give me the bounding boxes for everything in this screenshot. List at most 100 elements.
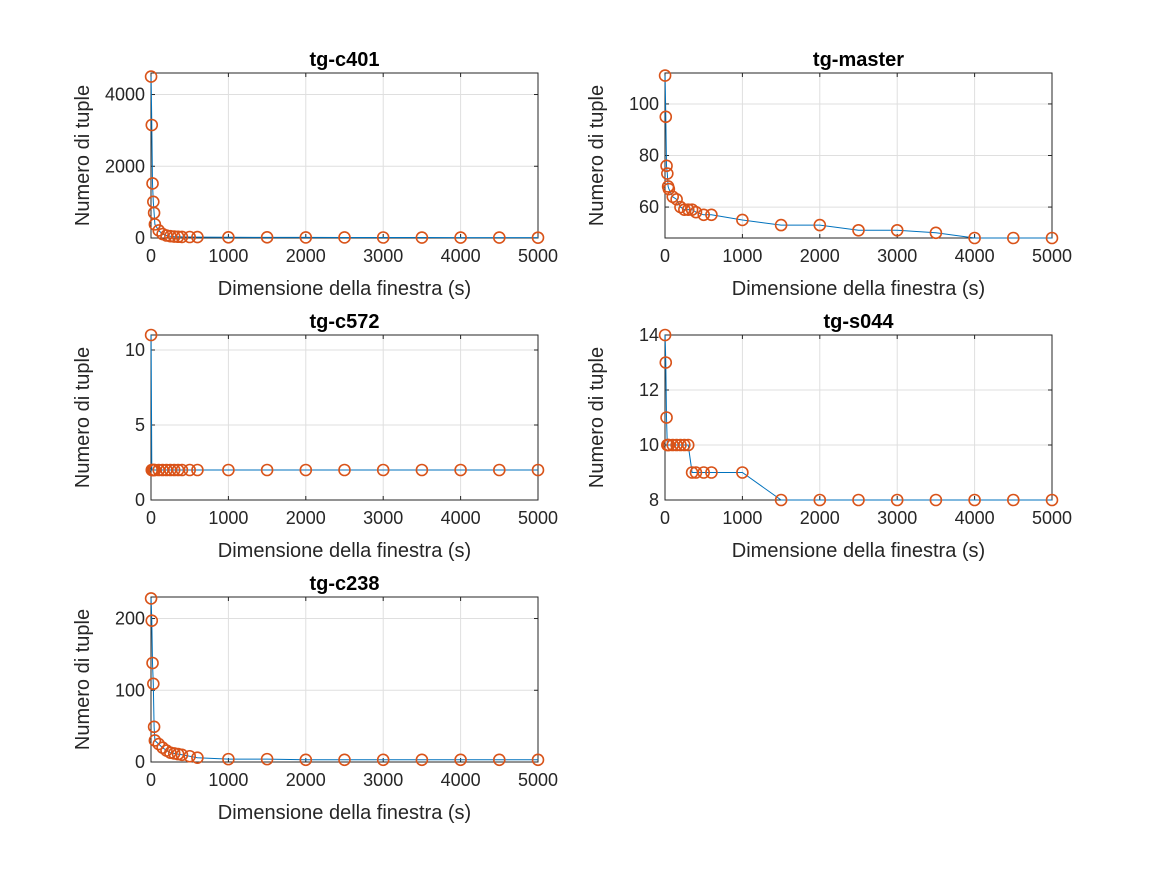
data-point — [148, 218, 162, 231]
x-tick-label: 2000 — [286, 246, 326, 266]
data-point — [146, 177, 159, 190]
subplot-tg-c238: 0 1000 2000 3000 4000 5000 0 100 200 tg-c238 Dimen… — [72, 573, 558, 824]
data-point — [813, 493, 827, 507]
data-point — [376, 463, 390, 477]
data-point — [145, 614, 159, 627]
data-point — [661, 167, 674, 180]
data-point — [183, 749, 196, 763]
data-point — [144, 70, 158, 83]
data-point — [705, 466, 718, 479]
x-tick-label: 0 — [146, 770, 156, 790]
axes-background — [151, 73, 538, 238]
data-point — [659, 110, 673, 124]
data-point — [175, 748, 189, 762]
data-point — [338, 463, 351, 477]
axes-background — [151, 597, 538, 762]
y-tick-label: 100 — [629, 94, 659, 114]
data-point — [415, 463, 429, 477]
data-point — [736, 466, 749, 479]
y-axis-label: Numero di tuple — [72, 347, 94, 488]
x-tick-label: 3000 — [363, 508, 403, 528]
x-tick-label: 2000 — [286, 770, 326, 790]
data-point — [852, 493, 865, 507]
data-point — [968, 231, 981, 245]
y-tick-label: 4000 — [105, 85, 145, 105]
data-point — [813, 218, 827, 232]
data-point — [148, 734, 162, 747]
x-tick-label: 5000 — [518, 770, 558, 790]
data-point — [1045, 493, 1059, 507]
data-point — [376, 231, 390, 244]
data-point — [492, 753, 506, 767]
y-axis-label: Numero di tuple — [72, 85, 94, 226]
subplot-tg-c572: 0 1000 2000 3000 4000 5000 0 5 10 tg-c572 Dimensio… — [72, 311, 558, 562]
y-tick-label: 14 — [639, 325, 659, 345]
data-point — [929, 226, 943, 240]
x-tick-label: 0 — [146, 246, 156, 266]
x-tick-label: 0 — [660, 246, 670, 266]
y-axis-label: Numero di tuple — [586, 85, 608, 226]
data-point — [697, 208, 711, 222]
data-point — [929, 493, 943, 507]
data-point — [670, 193, 683, 206]
data-point — [338, 231, 351, 244]
data-point — [681, 203, 695, 216]
data-point — [697, 466, 711, 479]
x-axis-label: Dimensione della finestra (s) — [732, 278, 985, 300]
data-point — [674, 438, 687, 452]
data-point — [183, 463, 196, 477]
x-tick-label: 1000 — [208, 246, 248, 266]
data-point — [167, 230, 181, 243]
data-point — [454, 753, 467, 767]
y-tick-label: 10 — [125, 340, 145, 360]
data-point — [299, 463, 313, 477]
x-axis-label: Dimensione della finestra (s) — [218, 540, 471, 562]
data-point — [890, 493, 904, 507]
x-axis-label: Dimensione della finestra (s) — [732, 540, 985, 562]
data-point — [454, 231, 467, 244]
data-point — [852, 223, 865, 237]
data-point — [175, 230, 189, 244]
x-tick-label: 1000 — [722, 508, 762, 528]
data-point — [299, 231, 313, 244]
data-point — [191, 463, 204, 477]
subplot-tg-c401: 0 1000 2000 3000 4000 5000 0 2000 4000 tg-c401 Dim… — [72, 49, 558, 300]
data-point — [338, 753, 351, 767]
data-point — [222, 463, 235, 477]
x-tick-label: 0 — [146, 508, 156, 528]
data-point — [415, 231, 429, 244]
x-tick-label: 4000 — [441, 770, 481, 790]
y-tick-label: 80 — [639, 146, 659, 166]
subplot-title: tg-c401 — [309, 49, 379, 71]
data-point — [183, 230, 196, 244]
x-tick-label: 1000 — [208, 508, 248, 528]
data-point — [454, 463, 467, 477]
subplot-tg-master: 0 1000 2000 3000 4000 5000 60 80 100 tg-master Dim… — [586, 49, 1072, 300]
y-tick-label: 12 — [639, 380, 659, 400]
data-point — [689, 466, 703, 479]
data-point — [260, 463, 274, 477]
x-tick-label: 4000 — [441, 508, 481, 528]
x-axis-label: Dimensione della finestra (s) — [218, 278, 471, 300]
data-point — [222, 230, 235, 244]
axes-background — [665, 335, 1052, 500]
data-point — [299, 753, 313, 767]
data-point — [689, 205, 703, 219]
y-axis-label: Numero di tuple — [586, 347, 608, 488]
subplot-title: tg-c238 — [309, 573, 379, 595]
data-point — [222, 752, 235, 766]
x-tick-label: 4000 — [955, 246, 995, 266]
x-tick-label: 1000 — [208, 770, 248, 790]
y-tick-label: 0 — [135, 490, 145, 510]
data-point — [175, 463, 189, 477]
x-tick-label: 3000 — [877, 508, 917, 528]
x-tick-label: 4000 — [955, 508, 995, 528]
data-point — [492, 463, 506, 477]
y-axis-label: Numero di tuple — [72, 609, 94, 750]
data-point — [660, 159, 673, 173]
y-tick-label: 10 — [639, 435, 659, 455]
data-point — [531, 753, 545, 767]
x-tick-label: 2000 — [800, 508, 840, 528]
x-tick-label: 0 — [660, 508, 670, 528]
